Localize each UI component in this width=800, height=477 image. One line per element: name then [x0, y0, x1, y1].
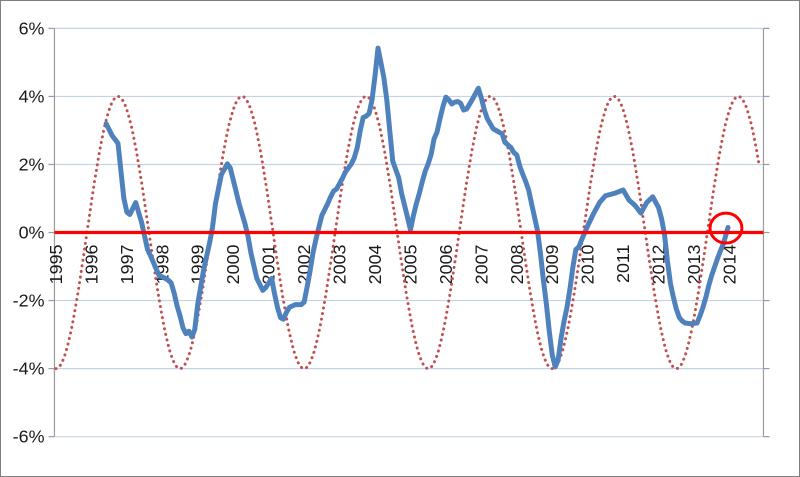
y-tick-label: 6%: [19, 18, 45, 38]
y-tick-label: -6%: [13, 427, 45, 447]
x-tick-label: 2007: [471, 244, 491, 284]
y-tick-label: 4%: [19, 86, 45, 106]
x-tick-label: 1997: [117, 244, 137, 284]
cycle-series-dotted-line: [54, 95, 761, 371]
x-tick-label: 1996: [81, 244, 101, 284]
x-tick-label: 2004: [365, 244, 385, 284]
y-tick-label: -4%: [13, 359, 45, 379]
x-tick-label: 1995: [46, 244, 66, 284]
x-tick-label: 2003: [330, 244, 350, 284]
x-tick-label: 2009: [542, 244, 562, 284]
x-tick-label: 2005: [400, 244, 420, 284]
x-tick-label: 2008: [507, 244, 527, 284]
y-tick-label: -2%: [13, 291, 45, 311]
y-tick-label: 0%: [19, 223, 45, 243]
actual-series-line: [103, 45, 731, 370]
x-tick-label: 2010: [578, 244, 598, 284]
x-tick-label: 2001: [259, 244, 279, 284]
x-tick-label: 2012: [649, 244, 669, 284]
x-tick-label: 2013: [684, 244, 704, 284]
x-tick-label: 2000: [223, 244, 243, 284]
x-tick-label: 2014: [719, 244, 739, 284]
x-tick-label: 2011: [613, 244, 633, 283]
x-tick-label: 2006: [436, 244, 456, 284]
y-tick-label: 2%: [19, 154, 45, 174]
highlight-circle-annotation: [708, 211, 744, 245]
